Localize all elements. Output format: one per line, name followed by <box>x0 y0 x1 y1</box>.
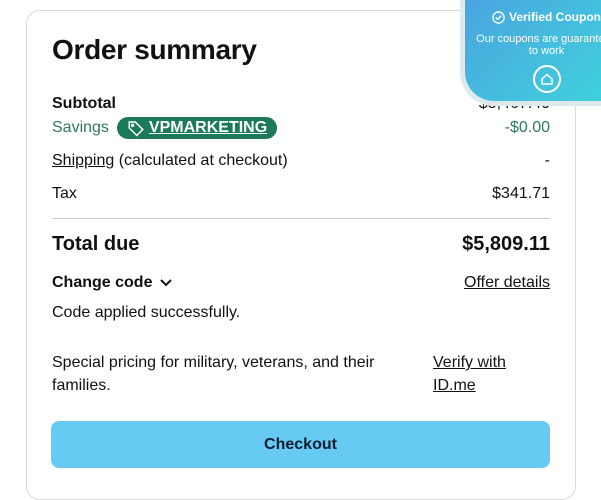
tax-row: Tax $341.71 <box>52 185 550 203</box>
total-value: $5,809.11 <box>462 233 550 255</box>
verify-idme-link[interactable]: Verify with ID.me <box>433 354 506 394</box>
savings-row: Savings VPMARKETING -$0.00 <box>52 117 550 139</box>
page-title: Order summary <box>52 34 257 65</box>
total-label: Total due <box>52 233 140 255</box>
divider <box>52 218 550 219</box>
savings-label: Savings <box>52 119 109 136</box>
checkout-button[interactable]: Checkout <box>51 421 550 468</box>
tag-icon <box>128 121 144 137</box>
home-icon <box>532 65 561 93</box>
tax-value: $341.71 <box>492 185 550 202</box>
shipping-note: (calculated at checkout) <box>114 152 288 169</box>
shipping-row: Shipping (calculated at checkout) - <box>52 152 550 170</box>
check-circle-icon <box>492 10 505 24</box>
shipping-link[interactable]: Shipping <box>52 152 115 169</box>
verified-coupon-title: Verified Coupon <box>465 10 601 24</box>
total-row: Total due $5,809.11 <box>52 233 550 256</box>
special-pricing-text: Special pricing for military, veterans, … <box>52 354 375 394</box>
change-code-label: Change code <box>52 274 153 291</box>
subtotal-label: Subtotal <box>52 95 116 112</box>
verified-coupon-label: Verified Coupon <box>508 10 601 24</box>
special-pricing-row: Special pricing for military, veterans, … <box>52 351 550 397</box>
offer-details-link[interactable]: Offer details <box>464 274 550 291</box>
verified-coupon-badge[interactable]: Verified Coupon Our coupons are guarante… <box>460 0 601 106</box>
verified-coupon-text: Our coupons are guaranteed to work <box>476 33 601 57</box>
chevron-down-icon <box>160 279 173 287</box>
change-code-toggle[interactable]: Change code <box>52 274 173 292</box>
status-row: Code applied successfully. <box>52 304 550 322</box>
tax-label: Tax <box>52 185 77 202</box>
shipping-value: - <box>544 152 550 169</box>
code-row: Change code Offer details <box>52 274 550 292</box>
coupon-code: VPMARKETING <box>148 119 268 136</box>
savings-value: -$0.00 <box>504 119 550 136</box>
coupon-code-badge[interactable]: VPMARKETING <box>116 117 278 139</box>
code-status: Code applied successfully. <box>52 304 241 321</box>
